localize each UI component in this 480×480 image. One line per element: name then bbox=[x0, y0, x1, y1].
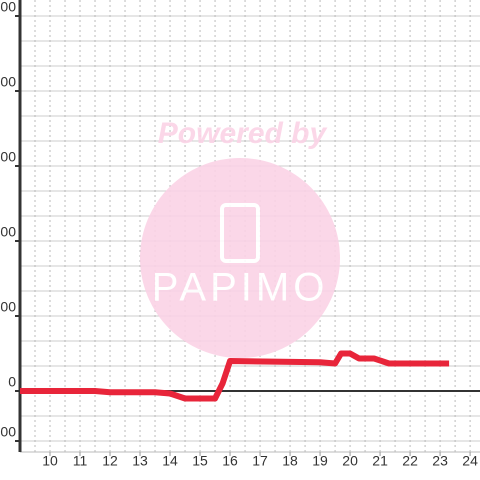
x-tick-label: 20 bbox=[342, 453, 358, 469]
x-tick-label: 22 bbox=[402, 453, 418, 469]
y-tick-label: 90,000 bbox=[0, 149, 16, 165]
line-series bbox=[20, 350, 450, 402]
y-tick-label: 0 bbox=[8, 374, 16, 390]
x-tick-label: 10 bbox=[42, 453, 58, 469]
y-tick-label: 60,000 bbox=[0, 224, 16, 240]
x-tick-label: 12 bbox=[102, 453, 118, 469]
x-tick-label: 24 bbox=[462, 453, 478, 469]
watermark-logo: PAPIMO bbox=[152, 266, 329, 310]
watermark-text: Powered by bbox=[158, 117, 328, 150]
x-tick-label: 16 bbox=[222, 453, 238, 469]
y-tick-label: 120,000 bbox=[0, 74, 16, 90]
y-tick-label: 30,000 bbox=[0, 299, 16, 315]
watermark-circle bbox=[140, 158, 340, 358]
x-tick-label: 15 bbox=[192, 453, 208, 469]
x-tick-label: 21 bbox=[372, 453, 388, 469]
x-tick-label: 19 bbox=[312, 453, 328, 469]
x-tick-label: 14 bbox=[162, 453, 178, 469]
watermark-phone bbox=[220, 203, 260, 263]
watermark: Powered by PAPIMO bbox=[140, 117, 340, 358]
x-tick-label: 17 bbox=[252, 453, 268, 469]
y-tick-label: 150,000 bbox=[0, 0, 16, 15]
x-tick-label: 23 bbox=[432, 453, 448, 469]
x-tick-label: 13 bbox=[132, 453, 148, 469]
x-tick-label: 11 bbox=[73, 453, 88, 469]
y-tick-label: -20,000 bbox=[0, 424, 16, 440]
x-tick-label: 18 bbox=[282, 453, 298, 469]
